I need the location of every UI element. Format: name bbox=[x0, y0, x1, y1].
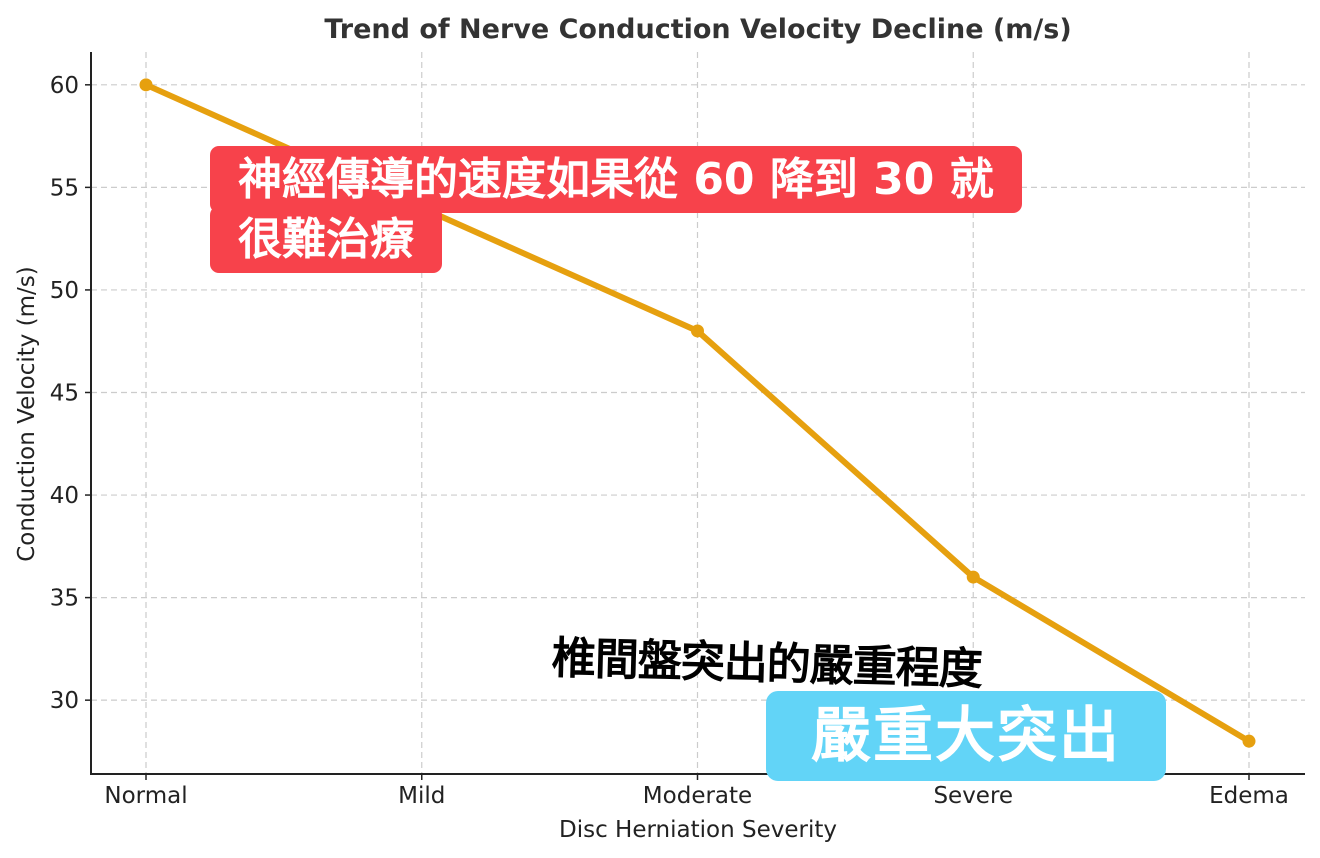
y-tick-label: 35 bbox=[50, 586, 79, 612]
x-ticks: Normal Mild Moderate Severe Edema bbox=[104, 774, 1289, 809]
y-tick-label: 60 bbox=[50, 73, 79, 99]
y-tick-label: 45 bbox=[50, 380, 79, 406]
x-tick-label: Mild bbox=[398, 783, 445, 809]
y-axis-label: Conduction Velocity (m/s) bbox=[14, 266, 40, 562]
severity-caption: 椎間盤突出的嚴重程度 bbox=[551, 633, 983, 696]
red-callout-line2: 很難治療 bbox=[210, 206, 442, 273]
red-callout-line1: 神經傳導的速度如果從 60 降到 30 就 bbox=[210, 146, 1022, 213]
x-tick-label: Normal bbox=[104, 783, 187, 809]
y-ticks: 30 35 40 45 50 55 60 bbox=[50, 73, 91, 714]
x-tick-label: Moderate bbox=[643, 783, 752, 809]
x-tick-label: Edema bbox=[1209, 783, 1289, 809]
chart-title: Trend of Nerve Conduction Velocity Decli… bbox=[324, 14, 1071, 45]
y-tick-label: 30 bbox=[50, 688, 79, 714]
data-point bbox=[1242, 734, 1256, 748]
data-point bbox=[966, 570, 980, 584]
y-tick-label: 50 bbox=[50, 278, 79, 304]
data-point bbox=[139, 78, 153, 92]
y-tick-label: 40 bbox=[50, 483, 79, 509]
x-axis-label: Disc Herniation Severity bbox=[559, 817, 837, 843]
blue-callout: 嚴重大突出 bbox=[766, 691, 1166, 781]
x-tick-label: Severe bbox=[933, 783, 1013, 809]
y-tick-label: 55 bbox=[50, 175, 79, 201]
grid-lines bbox=[91, 52, 1305, 774]
data-point bbox=[691, 324, 704, 338]
